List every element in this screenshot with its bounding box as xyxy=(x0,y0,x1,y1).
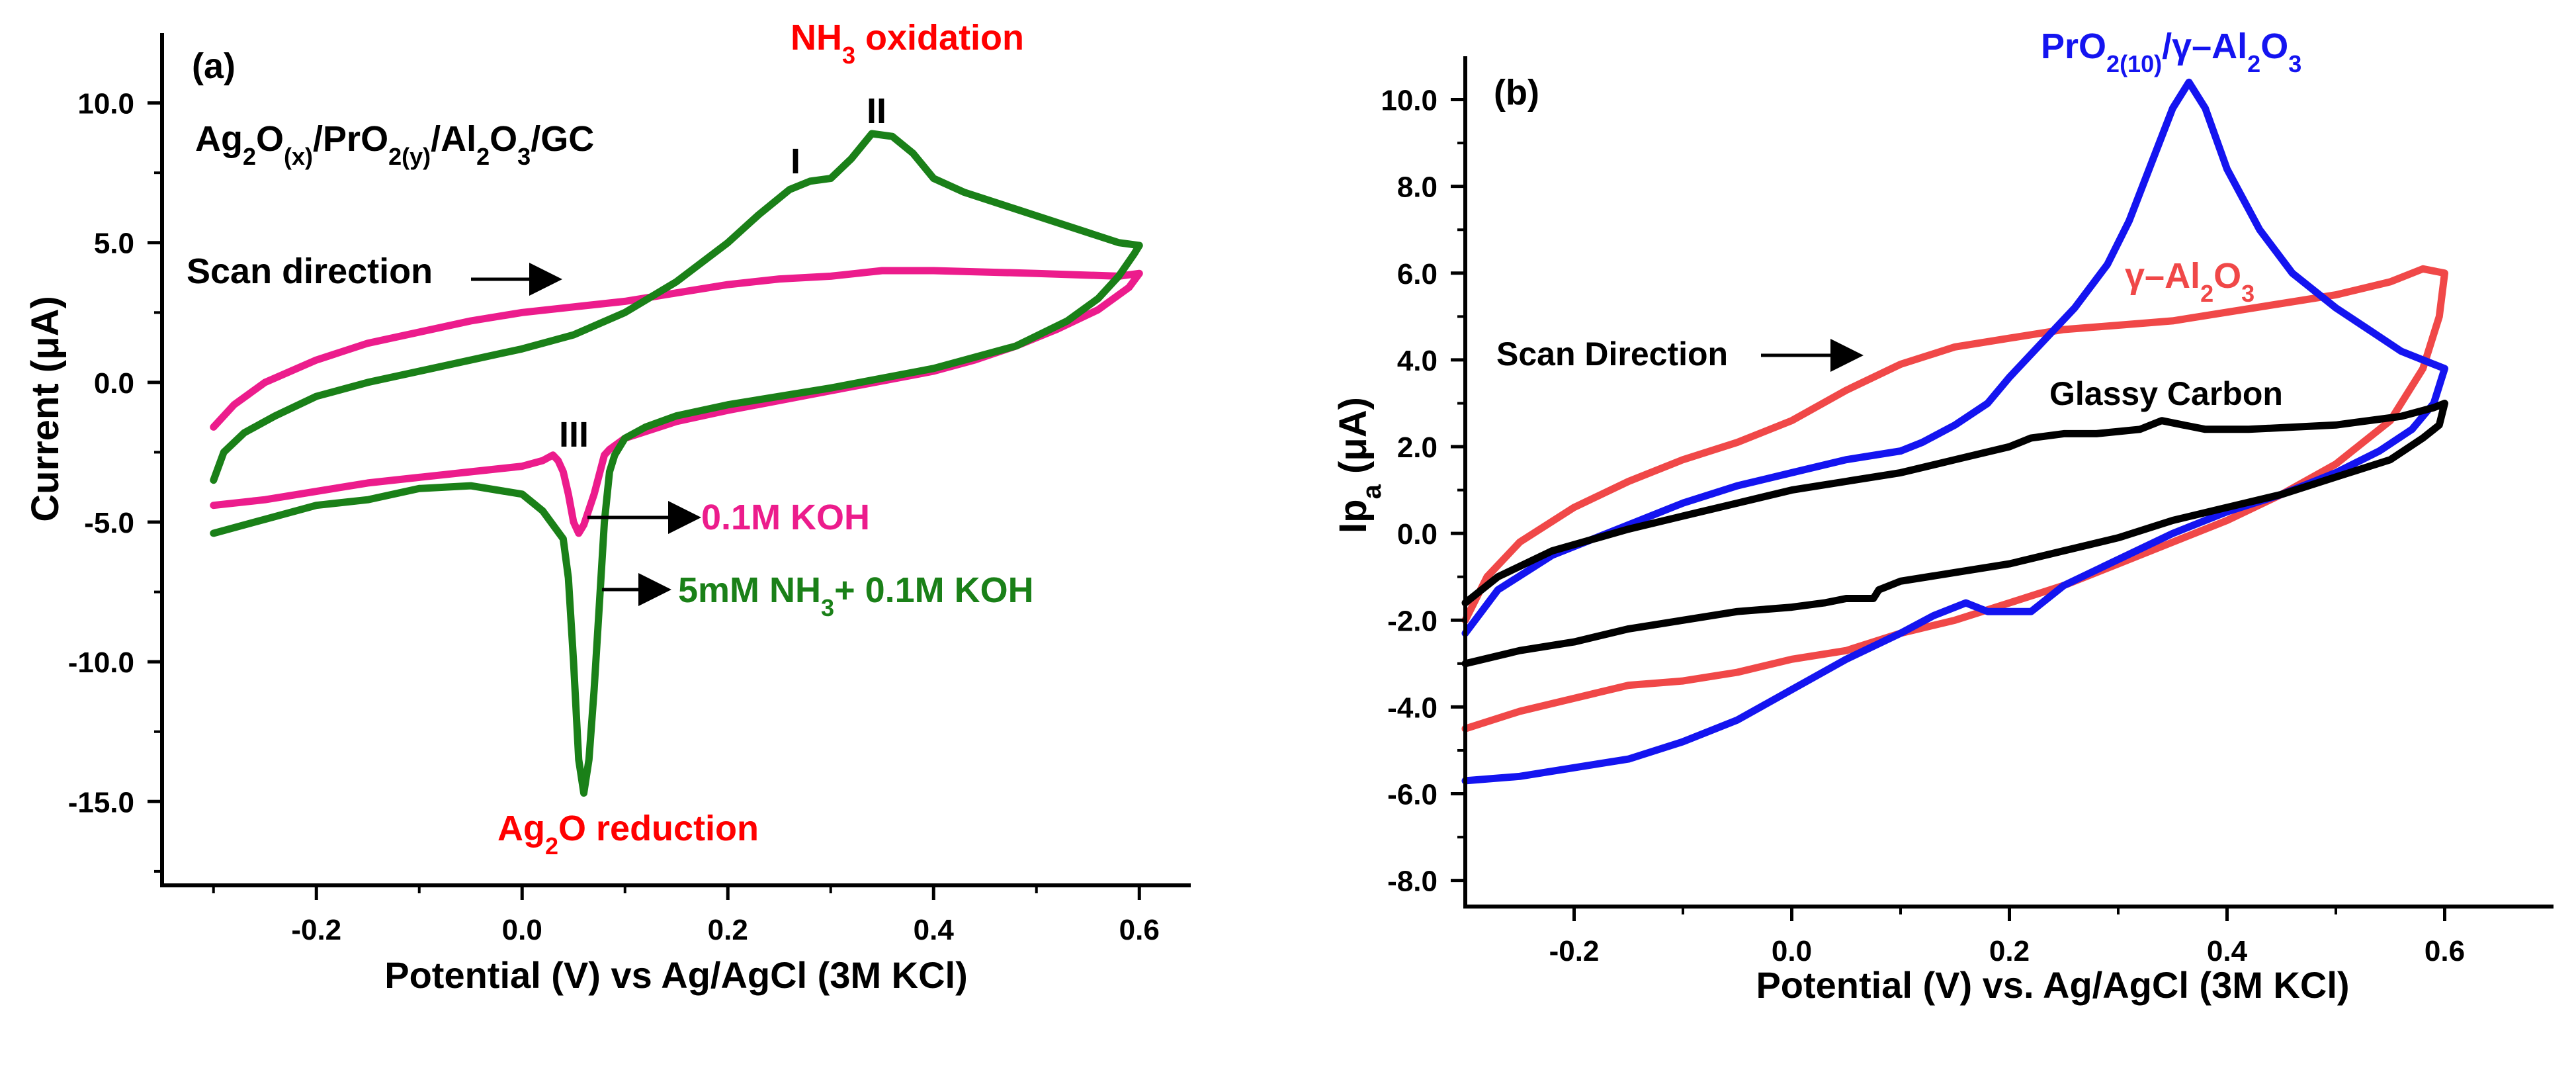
panel-b-y-tick-label: 6.0 xyxy=(1397,258,1438,290)
panel-a-x-axis-label: Potential (V) vs Ag/AgCl (3M KCl) xyxy=(384,954,968,996)
koh-label: 0.1M KOH xyxy=(701,498,870,537)
pro2-series-label: PrO2(10)/γ–Al2O3 xyxy=(2041,26,2301,77)
panel-b-x-axis-label: Potential (V) vs. Ag/AgCl (3M KCl) xyxy=(1756,964,2349,1006)
panel-b-curves xyxy=(1461,78,2448,785)
nh3-koh-label: 5mM NH3+ 0.1M KOH xyxy=(678,570,1034,621)
panel-b-series-al2o3 xyxy=(1461,265,2448,733)
panel-a-label: (a) xyxy=(192,46,236,86)
panel-b-scan-direction-label: Scan Direction xyxy=(1496,335,1728,373)
panel-b-y-tick-label: 8.0 xyxy=(1397,171,1438,204)
panel-a-y-tick-label: -10.0 xyxy=(68,646,134,679)
peak-i-label: I xyxy=(791,142,800,181)
panel-b-label: (b) xyxy=(1494,73,1539,112)
panel-a-y-tick-label: 10.0 xyxy=(77,88,134,120)
panel-b-x-tick-label: 0.4 xyxy=(2207,935,2248,967)
panel-b-y-tick-label: -6.0 xyxy=(1387,779,1438,811)
panel-a-x-tick-label: 0.6 xyxy=(1119,914,1160,946)
panel-b-x-tick-label: 0.6 xyxy=(2425,935,2465,967)
panel-b-y-tick-label: 0.0 xyxy=(1397,518,1438,551)
panel-b-x-tick-label: 0.2 xyxy=(1989,935,2030,967)
panel-b-y-tick-label: -4.0 xyxy=(1387,691,1438,724)
alumina-series-label: γ–Al2O3 xyxy=(2125,256,2254,307)
panel-a-x-tick-label: 0.0 xyxy=(502,914,542,946)
panel-a-y-tick-label: -5.0 xyxy=(84,507,134,539)
nh3-oxidation-label: NH3 oxidation xyxy=(791,18,1024,69)
glassy-carbon-series-label: Glassy Carbon xyxy=(2049,375,2283,412)
panel-b-x-tick-label: 0.0 xyxy=(1772,935,1812,967)
panel-b-y-tick-label: -2.0 xyxy=(1387,605,1438,637)
panel-a-x-tick-label: 0.2 xyxy=(708,914,748,946)
panel-a: -0.2 0.0 0.2 0.4 0.6 10.0 5.0 0.0 -5.0 -10.0 -15.0… xyxy=(24,18,1191,996)
panel-b-y-tick-label: 4.0 xyxy=(1397,345,1438,377)
panel-b-y-tick-label: 10.0 xyxy=(1381,85,1438,117)
panel-a-x-tick-label: -0.2 xyxy=(291,914,341,946)
peak-ii-label: II xyxy=(867,91,886,131)
panel-a-y-tick-label: 5.0 xyxy=(94,228,134,260)
panel-a-series-5mm-nh3-0-1m-koh xyxy=(210,130,1143,797)
panel-b-axes: -0.2 0.0 0.2 0.4 0.6 10.0 8.0 6.0 4.0 2.0 0.0 -2.0 -… xyxy=(1381,56,2554,967)
panel-a-curves xyxy=(210,130,1143,797)
ag2o-reduction-label: Ag2O reduction xyxy=(497,809,759,860)
panel-a-y-tick-label: -15.0 xyxy=(68,786,134,819)
panel-b-y-tick-label: -8.0 xyxy=(1387,866,1438,898)
panel-b: -0.2 0.0 0.2 0.4 0.6 10.0 8.0 6.0 4.0 2.0 0.0 -2.0 -… xyxy=(1332,26,2554,1006)
panel-a-scan-direction-label: Scan direction xyxy=(187,251,433,291)
panel-b-x-tick-label: -0.2 xyxy=(1549,935,1600,967)
peak-iii-label: III xyxy=(559,415,589,455)
panel-b-series-pro2-10-al2o3 xyxy=(1461,78,2448,785)
panel-b-y-tick-label: 2.0 xyxy=(1397,431,1438,464)
panel-a-y-tick-label: 0.0 xyxy=(94,367,134,400)
panel-a-series-0-1m-koh xyxy=(210,267,1143,537)
panel-a-y-axis-label: Current (μA) xyxy=(24,296,67,522)
panel-a-electrode-label: Ag2O(x)/PrO2(y)/Al2O3/GC xyxy=(195,119,594,170)
panel-b-series-glassy-carbon xyxy=(1461,400,2448,668)
panel-a-axes: -0.2 0.0 0.2 0.4 0.6 10.0 5.0 0.0 -5.0 -10.0 -15.0 xyxy=(68,33,1191,946)
panel-b-y-axis-label: Ipa (μA) xyxy=(1332,397,1387,533)
panel-a-x-tick-label: 0.4 xyxy=(914,914,955,946)
